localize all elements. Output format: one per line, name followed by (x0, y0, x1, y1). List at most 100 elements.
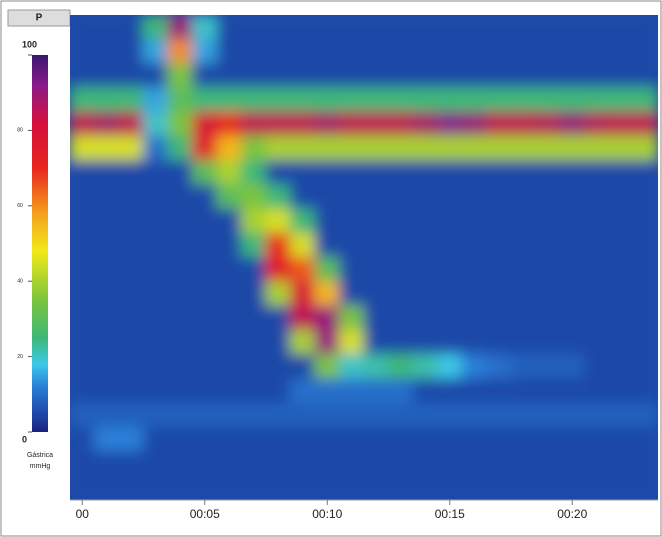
heat-cell (633, 403, 659, 428)
heat-cell (388, 257, 414, 282)
heat-cell (560, 378, 586, 403)
heat-cell (364, 112, 390, 137)
heat-cell (192, 112, 218, 137)
heat-cell (119, 378, 145, 403)
heat-cell (437, 354, 463, 379)
heat-cell (560, 39, 586, 64)
heat-cell (388, 475, 414, 500)
heat-cell (486, 354, 512, 379)
heat-cell (266, 281, 292, 306)
heat-cell (535, 403, 561, 428)
heat-cell (217, 15, 243, 40)
heat-cell (437, 330, 463, 355)
heat-cell (315, 87, 341, 112)
heat-cell (94, 136, 120, 161)
heat-cell (143, 451, 169, 476)
heat-cell (609, 63, 635, 88)
heat-cell (168, 475, 194, 500)
heat-cell (290, 257, 316, 282)
heat-cell (535, 354, 561, 379)
heat-cell (364, 281, 390, 306)
heat-cell (535, 427, 561, 452)
heat-cell (584, 403, 610, 428)
heat-cell (143, 136, 169, 161)
heat-cell (70, 451, 96, 476)
heat-cell (339, 257, 365, 282)
heat-cell (168, 306, 194, 331)
heat-cell (290, 112, 316, 137)
heat-cell (609, 306, 635, 331)
heat-cell (437, 209, 463, 234)
heat-cell (413, 184, 439, 209)
heat-cell (486, 281, 512, 306)
heat-cell (143, 403, 169, 428)
heat-cell (315, 39, 341, 64)
heat-cell (462, 160, 488, 185)
x-tick-label: 00:05 (190, 507, 220, 521)
heat-cell (168, 63, 194, 88)
heat-cell (462, 112, 488, 137)
heat-cell (584, 15, 610, 40)
heat-cell (560, 354, 586, 379)
heat-cell (119, 209, 145, 234)
heat-cell (143, 354, 169, 379)
heat-cell (511, 184, 537, 209)
heat-cell (413, 39, 439, 64)
heat-cell (94, 63, 120, 88)
heat-cell (413, 427, 439, 452)
heat-cell (462, 451, 488, 476)
heat-cell (266, 39, 292, 64)
heat-cell (413, 330, 439, 355)
heat-cell (70, 475, 96, 500)
heat-cell (633, 281, 659, 306)
heat-cell (486, 306, 512, 331)
heat-cell (217, 330, 243, 355)
heat-cell (119, 112, 145, 137)
heat-cell (535, 209, 561, 234)
heat-cell (560, 403, 586, 428)
heat-cell (94, 39, 120, 64)
heat-cell (609, 160, 635, 185)
heat-cell (535, 63, 561, 88)
heat-cell (290, 63, 316, 88)
heat-cell (437, 160, 463, 185)
heat-cell (437, 378, 463, 403)
heat-cell (633, 330, 659, 355)
heat-cell (584, 427, 610, 452)
heat-cell (535, 136, 561, 161)
heat-cell (462, 63, 488, 88)
heat-cell (217, 160, 243, 185)
heat-cell (609, 451, 635, 476)
heat-cell (388, 354, 414, 379)
heat-cell (94, 233, 120, 258)
heat-cell (609, 209, 635, 234)
heat-cell (633, 378, 659, 403)
heat-cell (94, 257, 120, 282)
heat-cell (609, 354, 635, 379)
heat-cell (364, 378, 390, 403)
heat-cell (290, 451, 316, 476)
heat-cell (192, 257, 218, 282)
colorbar-tick-label: 80 (17, 128, 23, 134)
heat-cell (364, 15, 390, 40)
heat-cell (70, 281, 96, 306)
heat-cell (168, 257, 194, 282)
heat-cell (70, 330, 96, 355)
heat-cell (290, 306, 316, 331)
heat-cell (241, 306, 267, 331)
heat-cell (486, 233, 512, 258)
heat-cell (192, 63, 218, 88)
heat-cell (609, 87, 635, 112)
heat-cell (560, 87, 586, 112)
heat-cell (143, 112, 169, 137)
heat-cell (437, 136, 463, 161)
heat-cell (168, 15, 194, 40)
heat-cell (584, 87, 610, 112)
heat-cell (437, 306, 463, 331)
heat-cell (462, 136, 488, 161)
heat-cell (535, 112, 561, 137)
heat-cell (584, 475, 610, 500)
heat-cell (315, 112, 341, 137)
heat-cell (290, 378, 316, 403)
heat-cell (217, 63, 243, 88)
